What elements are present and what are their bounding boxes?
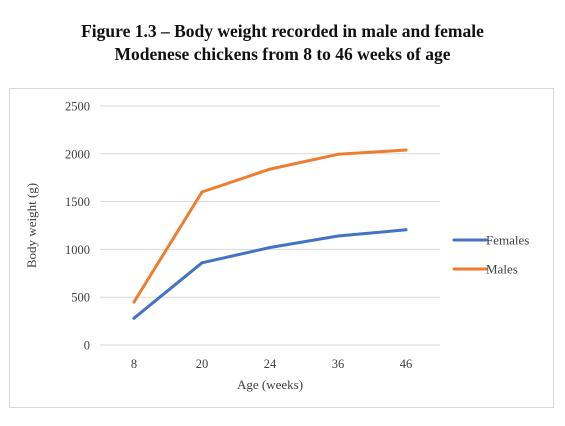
legend: Females Males <box>452 233 529 277</box>
legend-label-males: Males <box>486 262 518 277</box>
line-chart: 0 500 1000 1500 2000 2500 8 20 24 36 46 Age (week… <box>24 100 529 393</box>
x-tick-label-20: 20 <box>196 357 209 371</box>
y-axis-title: Body weight (g) <box>24 183 39 268</box>
figure-title-line-1: Figure 1.3 – Body weight recorded in mal… <box>81 21 484 41</box>
series-line-males <box>132 148 408 304</box>
x-tick-label-8: 8 <box>131 357 137 371</box>
y-tick-label-1500: 1500 <box>65 195 90 209</box>
data-point-males-20 <box>200 190 204 194</box>
x-axis-title: Age (weeks) <box>237 377 303 392</box>
y-tick-label-500: 500 <box>71 291 90 305</box>
y-axis-ticks: 0 500 1000 1500 2000 2500 <box>65 100 90 353</box>
y-tick-label-0: 0 <box>84 339 90 353</box>
x-tick-label-36: 36 <box>332 357 345 371</box>
y-tick-label-2000: 2000 <box>65 147 90 161</box>
data-point-females-24 <box>268 245 272 249</box>
figure-title: Figure 1.3 – Body weight recorded in mal… <box>0 20 565 66</box>
data-point-males-24 <box>268 167 272 171</box>
y-tick-label-2500: 2500 <box>65 100 90 114</box>
chart-frame <box>9 88 554 408</box>
gridlines <box>100 105 440 346</box>
x-axis-ticks: 8 20 24 36 46 <box>131 357 412 371</box>
data-point-females-46 <box>404 228 408 232</box>
data-point-males-8 <box>132 300 136 304</box>
series-lines <box>132 148 408 320</box>
y-tick-label-1000: 1000 <box>65 243 90 257</box>
x-tick-label-24: 24 <box>264 357 277 371</box>
data-point-males-36 <box>336 152 340 156</box>
legend-label-females: Females <box>486 233 529 248</box>
data-point-females-20 <box>200 261 204 265</box>
data-point-females-36 <box>336 234 340 238</box>
series-line-females <box>132 228 408 320</box>
data-point-males-46 <box>404 148 408 152</box>
data-point-females-8 <box>132 316 136 320</box>
x-tick-label-46: 46 <box>400 357 413 371</box>
figure-title-line-2: Modenese chickens from 8 to 46 weeks of … <box>114 44 451 64</box>
